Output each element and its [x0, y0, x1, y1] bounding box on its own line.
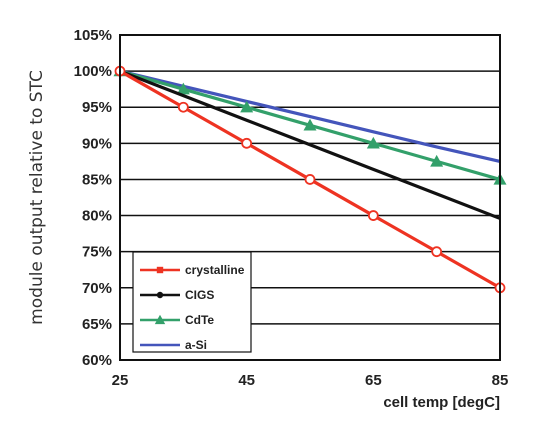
x-tick-label: 65: [365, 372, 382, 389]
data-point: [303, 118, 317, 131]
legend-label: crystalline: [185, 263, 245, 277]
data-point: [240, 100, 254, 113]
legend-entry: a-Si: [140, 338, 207, 352]
data-point: [431, 246, 443, 258]
x-tick-label: 45: [238, 372, 255, 389]
y-axis-label: module output relative to STC: [27, 70, 47, 325]
legend: crystalline CIGS CdTe a-Si: [132, 251, 252, 353]
legend-label: a-Si: [185, 338, 207, 352]
series-a-si: [119, 69, 501, 163]
y-tick-label: 75%: [82, 244, 112, 261]
series-layer: [113, 64, 507, 294]
y-tick-label: 80%: [82, 208, 112, 225]
data-point: [177, 101, 189, 113]
y-tick-label: 85%: [82, 171, 112, 188]
y-tick-label: 90%: [82, 135, 112, 152]
series-crystalline: [114, 65, 506, 294]
y-tick-label: 70%: [82, 280, 112, 297]
x-tick-label: 25: [112, 372, 129, 389]
legend-label: CIGS: [185, 288, 214, 302]
series-cigs: [119, 69, 501, 220]
data-point: [154, 314, 166, 325]
y-tick-label: 60%: [82, 352, 112, 369]
plot-frame: [119, 34, 501, 361]
data-point: [430, 154, 444, 167]
data-point: [241, 137, 253, 149]
x-axis-label: cell temp [degC]: [383, 394, 500, 411]
legend-entry: CdTe: [140, 313, 214, 327]
x-tick-labels: 25 45 65 85: [112, 372, 509, 389]
legend-label: CdTe: [185, 313, 214, 327]
data-point: [176, 82, 190, 95]
data-point: [367, 210, 379, 221]
y-tick-label: 105%: [74, 27, 112, 44]
y-tick-label: 95%: [82, 99, 112, 116]
y-tick-labels: 60% 65% 70% 75% 80% 85% 90% 95% 100% 105%: [74, 27, 112, 369]
y-tick-label: 100%: [74, 63, 112, 80]
series-line: [119, 69, 501, 163]
y-tick-label: 65%: [82, 316, 112, 333]
data-point: [156, 266, 164, 274]
data-point: [156, 291, 164, 299]
series-line: [119, 69, 501, 220]
legend-entry: crystalline: [140, 263, 245, 277]
data-point: [304, 174, 316, 185]
legend-box: [132, 251, 252, 353]
x-tick-label: 85: [492, 372, 509, 389]
legend-entry: CIGS: [140, 288, 214, 302]
data-point: [366, 136, 380, 149]
